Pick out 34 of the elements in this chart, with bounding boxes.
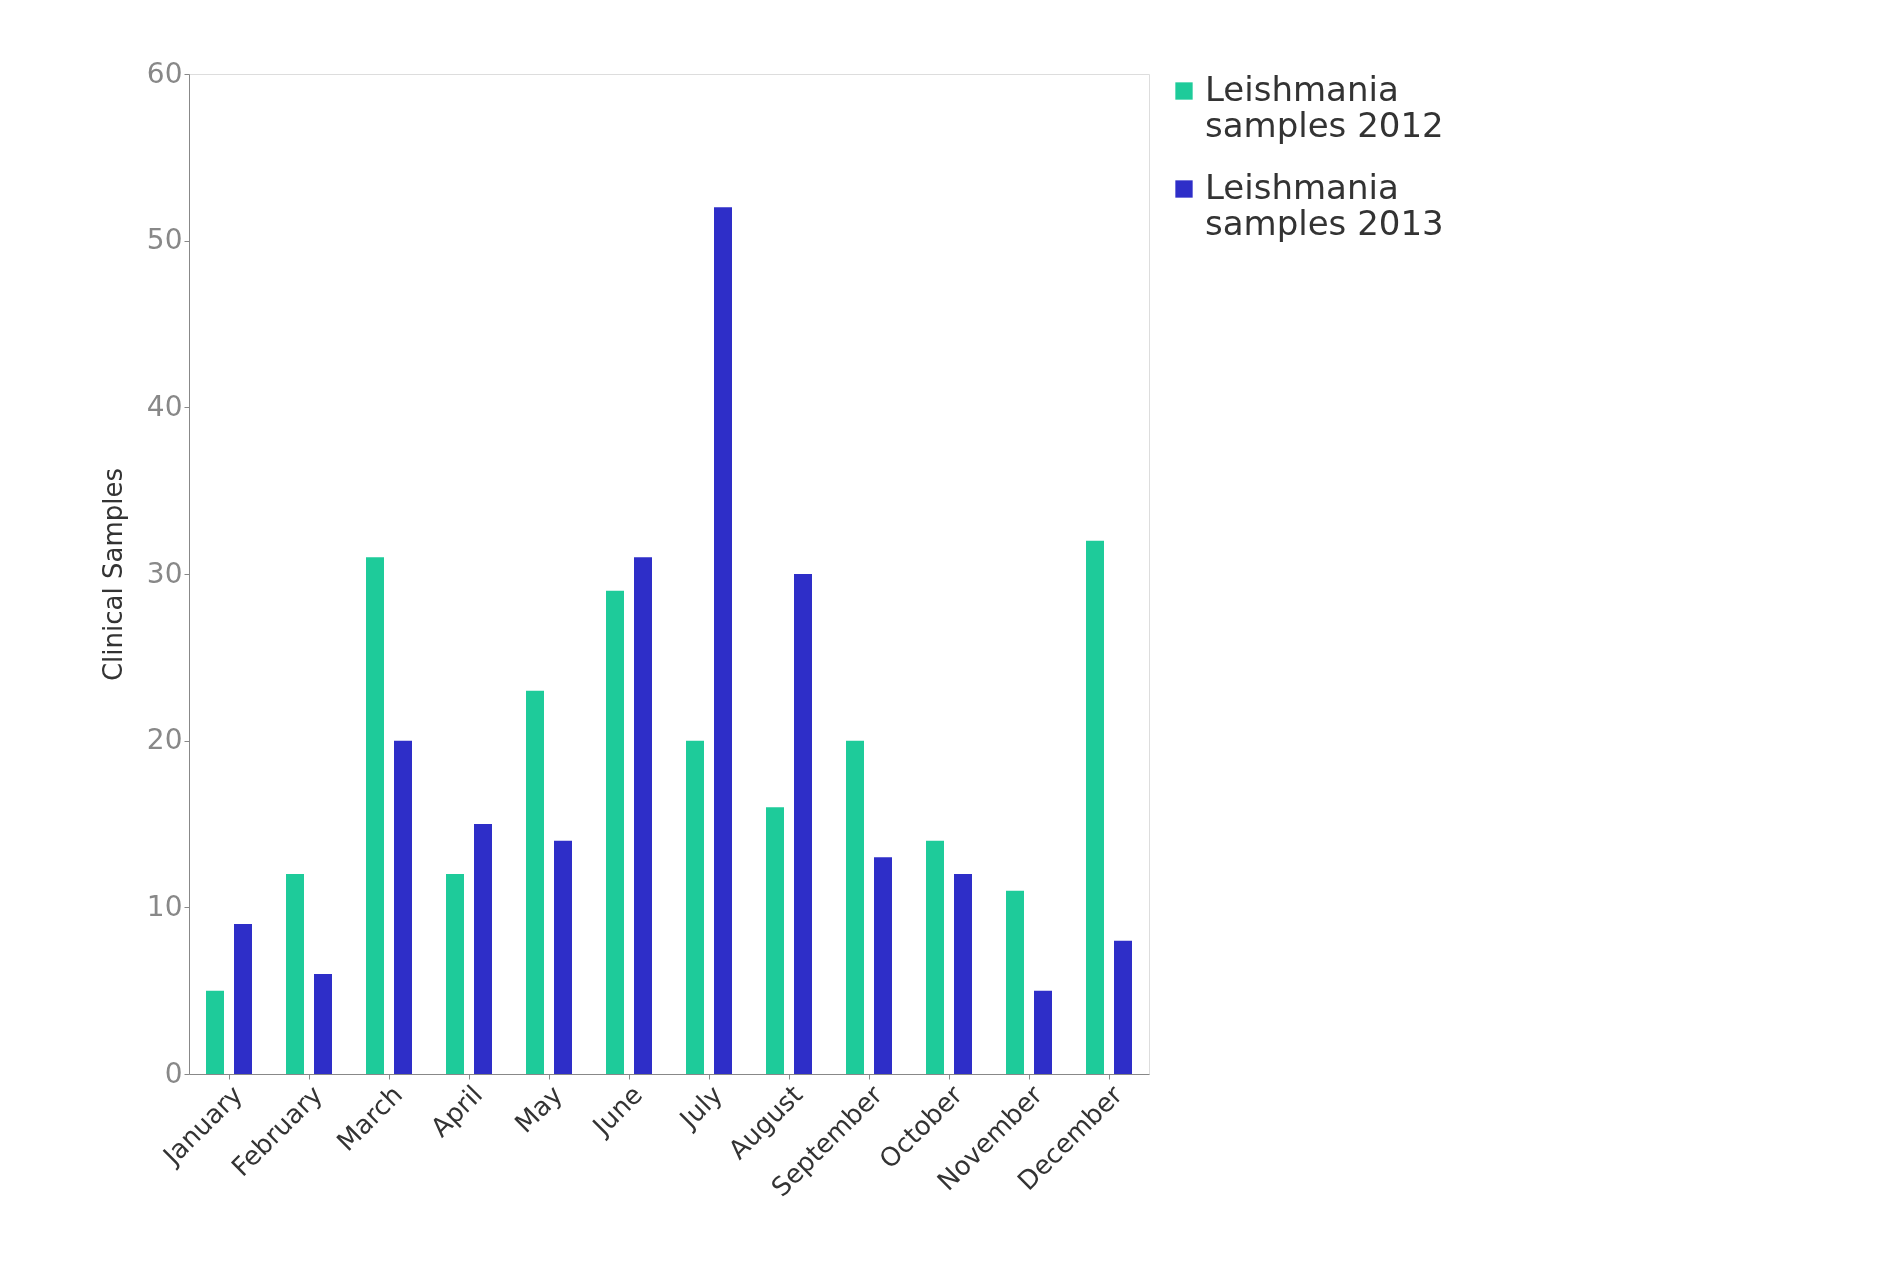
bar (1034, 990, 1052, 1074)
bar (394, 740, 412, 1074)
bar (606, 590, 624, 1074)
bar (714, 207, 732, 1074)
bar (366, 557, 384, 1074)
bar (314, 974, 332, 1074)
bar (634, 557, 652, 1074)
y-tick-label: 40 (146, 389, 183, 423)
bar (874, 857, 892, 1074)
bar (1006, 890, 1024, 1074)
bar (686, 740, 704, 1074)
y-tick-label: 10 (146, 889, 183, 923)
bar (554, 840, 572, 1074)
bar (446, 874, 464, 1074)
y-tick-label: 20 (146, 723, 183, 757)
bar (846, 740, 864, 1074)
bar (526, 690, 544, 1074)
y-tick-label: 0 (164, 1056, 183, 1090)
bar (234, 924, 252, 1074)
y-tick-label: 50 (146, 223, 183, 257)
y-tick-label: 30 (146, 556, 183, 590)
bar (286, 874, 304, 1074)
bar (1114, 940, 1132, 1074)
y-tick-label: 60 (146, 56, 183, 90)
bar (766, 807, 784, 1074)
bar (926, 840, 944, 1074)
bar (474, 824, 492, 1074)
bar (954, 874, 972, 1074)
bar (794, 574, 812, 1074)
legend-label: Leishmania samples 2013 (1205, 167, 1444, 243)
bar (1086, 540, 1104, 1074)
bar (206, 990, 224, 1074)
legend-label: Leishmania samples 2012 (1205, 69, 1444, 145)
y-axis-title: Clinical Samples (97, 467, 128, 682)
